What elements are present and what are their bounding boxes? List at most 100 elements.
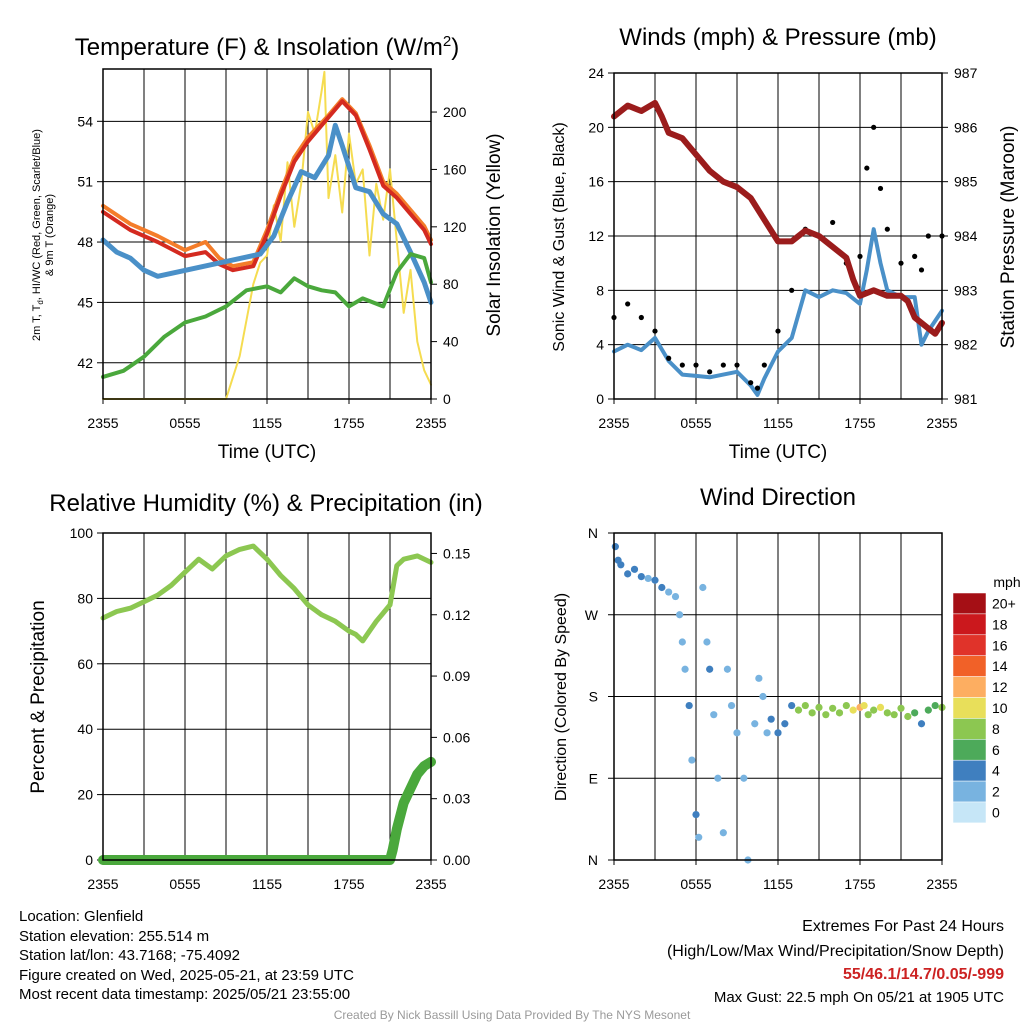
direction-point — [611, 543, 619, 551]
direction-point — [658, 583, 666, 592]
station-elevation: Station elevation: 255.514 m — [19, 927, 210, 945]
y-tick-label: 60 — [77, 656, 93, 672]
x-tick-label: 0555 — [680, 876, 711, 892]
direction-plot-frame — [613, 532, 943, 861]
gust-point — [754, 385, 761, 391]
direction-point — [678, 638, 686, 646]
y2-tick-label: 0 — [443, 391, 451, 407]
direction-tick-label: N — [588, 525, 598, 541]
wind-speed-line — [612, 227, 944, 397]
y2-tick-label: 987 — [954, 65, 978, 81]
temperature-plot-frame — [102, 68, 432, 400]
direction-point — [665, 588, 673, 596]
colorbar-label: 0 — [992, 804, 1000, 820]
x-tick-label: 2355 — [415, 415, 446, 431]
winds-ylabel: Sonic Wind & Gust (Blue, Black) — [551, 122, 568, 351]
gust-point — [679, 362, 685, 368]
direction-point — [924, 706, 932, 714]
extremes-subtitle: (High/Low/Max Wind/Precipitation/Snow De… — [666, 943, 1004, 960]
x-tick-label: 2355 — [87, 876, 118, 892]
y-tick-label: 100 — [70, 525, 94, 541]
direction-point — [876, 703, 885, 712]
gust-point — [898, 260, 904, 266]
direction-point — [774, 729, 782, 737]
direction-point — [904, 712, 912, 721]
direction-point — [808, 709, 816, 717]
x-tick-label: 1155 — [763, 415, 793, 431]
direction-point — [727, 701, 736, 710]
direction-point — [699, 583, 707, 592]
direction-point — [815, 703, 823, 712]
gust-point — [918, 267, 925, 273]
insolation-ylabel: Solar Insolation (Yellow) — [484, 133, 505, 336]
direction-point — [671, 592, 680, 601]
direction-point — [759, 692, 767, 701]
humidity-ylabel: Percent & Precipitation — [28, 600, 49, 793]
colorbar-swatch — [952, 676, 987, 698]
x-tick-label: 0555 — [169, 415, 200, 431]
direction-title: Wind Direction — [700, 484, 856, 511]
y2-tick-label: 80 — [443, 276, 459, 292]
y2-tick-label: 0.06 — [443, 729, 470, 745]
humidity-title: Relative Humidity (%) & Precipitation (i… — [49, 490, 482, 517]
colorbar-swatch — [952, 592, 987, 615]
direction-point — [890, 711, 898, 719]
direction-ylabel: Direction (Colored By Speed) — [553, 593, 570, 801]
x-tick-label: 1755 — [844, 876, 875, 892]
y-tick-label: 45 — [77, 294, 93, 310]
x-tick-label: 1155 — [763, 876, 793, 892]
y2-tick-label: 120 — [443, 219, 467, 235]
direction-point — [714, 774, 722, 782]
winds-plot-frame — [613, 72, 943, 400]
direction-point — [624, 570, 632, 578]
x-tick-label: 0555 — [680, 415, 711, 431]
y2-tick-label: 0.03 — [443, 791, 470, 807]
colorbar-swatch — [952, 697, 987, 719]
pressure-line — [611, 99, 945, 337]
direction-point — [617, 561, 625, 569]
gust-point — [864, 165, 870, 171]
y2-tick-label: 40 — [443, 334, 459, 350]
direction-point — [630, 565, 639, 573]
y2-tick-label: 983 — [954, 282, 978, 298]
direction-point — [911, 709, 919, 717]
x-tick-label: 2355 — [415, 876, 446, 892]
colorbar-swatch — [952, 780, 987, 803]
direction-point — [794, 706, 803, 714]
colorbar-label: 20+ — [992, 595, 1016, 611]
direction-point — [710, 711, 718, 719]
winds-xlabel: Time (UTC) — [729, 442, 828, 463]
colorbar-label: 2 — [992, 784, 1000, 800]
figure-created: Figure created on Wed, 2025-05-21, at 23… — [19, 966, 354, 984]
temperature-xlabel: Time (UTC) — [218, 442, 317, 463]
gust-point — [693, 362, 699, 368]
gust-point — [789, 287, 795, 293]
max-gust: Max Gust: 22.5 mph On 05/21 at 1905 UTC — [713, 989, 1004, 1006]
direction-point — [706, 665, 714, 673]
precipitation-line — [98, 756, 436, 865]
y-tick-label: 54 — [77, 113, 93, 129]
x-tick-label: 1155 — [252, 876, 282, 892]
gust-point — [720, 362, 726, 368]
direction-point — [864, 711, 872, 719]
colorbar-swatch — [952, 634, 987, 656]
station-location: Location: Glenfield — [19, 908, 144, 925]
y2-tick-label: 984 — [954, 228, 978, 244]
x-tick-label: 2355 — [598, 415, 629, 431]
direction-point — [801, 701, 809, 710]
extremes-values: 55/46.1/14.7/0.05/-999 — [842, 966, 1004, 983]
direction-point — [644, 574, 652, 583]
pressure-ylabel: Station Pressure (Maroon) — [998, 126, 1019, 349]
gust-point — [775, 328, 781, 334]
direction-point — [763, 729, 771, 737]
direction-point — [755, 674, 763, 682]
station-info: Location: Glenfield Station elevation: 2… — [19, 907, 354, 1005]
colorbar-title: mph — [993, 574, 1020, 590]
colorbar-swatch — [952, 718, 987, 740]
direction-point — [849, 706, 857, 714]
gust-point — [871, 124, 877, 130]
colorbar-label: 12 — [992, 679, 1008, 695]
y-tick-label: 40 — [77, 721, 93, 737]
